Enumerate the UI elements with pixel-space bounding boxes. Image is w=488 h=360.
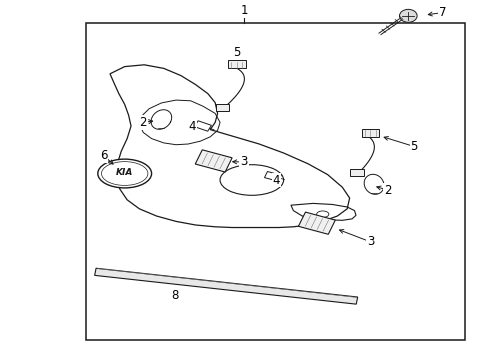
Text: 8: 8 (171, 289, 179, 302)
Text: 3: 3 (240, 156, 247, 168)
Polygon shape (195, 150, 232, 172)
Bar (215, 104, 229, 111)
Circle shape (399, 9, 416, 22)
Text: 5: 5 (232, 46, 240, 59)
Text: 5: 5 (409, 140, 417, 153)
Bar (228, 60, 245, 68)
Bar (361, 129, 379, 137)
Text: 2: 2 (139, 116, 147, 129)
Text: 4: 4 (272, 174, 280, 186)
Text: 1: 1 (240, 4, 248, 17)
Ellipse shape (98, 159, 151, 188)
Text: 2: 2 (383, 184, 391, 197)
Text: 7: 7 (438, 6, 446, 19)
Polygon shape (298, 212, 335, 234)
Text: 3: 3 (366, 235, 374, 248)
Bar (349, 169, 363, 176)
Text: 4: 4 (188, 120, 196, 133)
Text: KIA: KIA (116, 168, 133, 177)
Text: 6: 6 (100, 149, 107, 162)
Bar (85, 23, 464, 340)
Polygon shape (95, 268, 357, 304)
